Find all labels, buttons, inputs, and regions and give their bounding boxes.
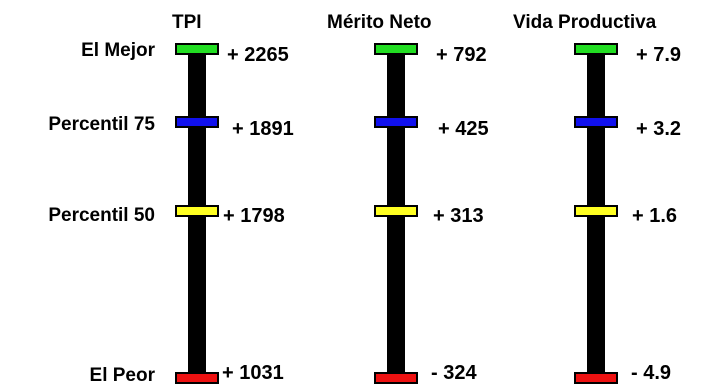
value-0-2: + 1798	[223, 205, 285, 227]
marker-2-0	[574, 43, 618, 55]
column-title-0: TPI	[172, 12, 202, 33]
value-1-3: - 324	[431, 362, 477, 384]
value-2-1: + 3.2	[636, 118, 682, 140]
marker-0-1	[175, 116, 219, 128]
column-title-2: Vida Productiva	[513, 12, 657, 33]
value-1-0: + 792	[436, 44, 487, 66]
marker-1-3	[374, 372, 418, 384]
column-title-1: Mérito Neto	[327, 12, 432, 33]
value-0-3: + 1031	[222, 362, 284, 384]
marker-2-3	[574, 372, 618, 384]
marker-1-1	[374, 116, 418, 128]
marker-1-2	[374, 205, 418, 217]
value-2-2: + 1.6	[632, 205, 678, 227]
marker-2-1	[574, 116, 618, 128]
value-0-0: + 2265	[227, 44, 289, 66]
marker-2-2	[574, 205, 618, 217]
value-0-1: + 1891	[232, 118, 294, 140]
row-label-1: Percentil 75	[48, 114, 155, 135]
row-label-2: Percentil 50	[48, 205, 155, 226]
marker-0-2	[175, 205, 219, 217]
row-label-0: El Mejor	[81, 40, 155, 61]
marker-0-0	[175, 43, 219, 55]
value-2-0: + 7.9	[636, 44, 682, 66]
value-2-3: - 4.9	[631, 362, 672, 384]
row-label-3: El Peor	[89, 365, 155, 386]
marker-1-0	[374, 43, 418, 55]
value-1-1: + 425	[438, 118, 489, 140]
marker-0-3	[175, 372, 219, 384]
value-1-2: + 313	[433, 205, 484, 227]
